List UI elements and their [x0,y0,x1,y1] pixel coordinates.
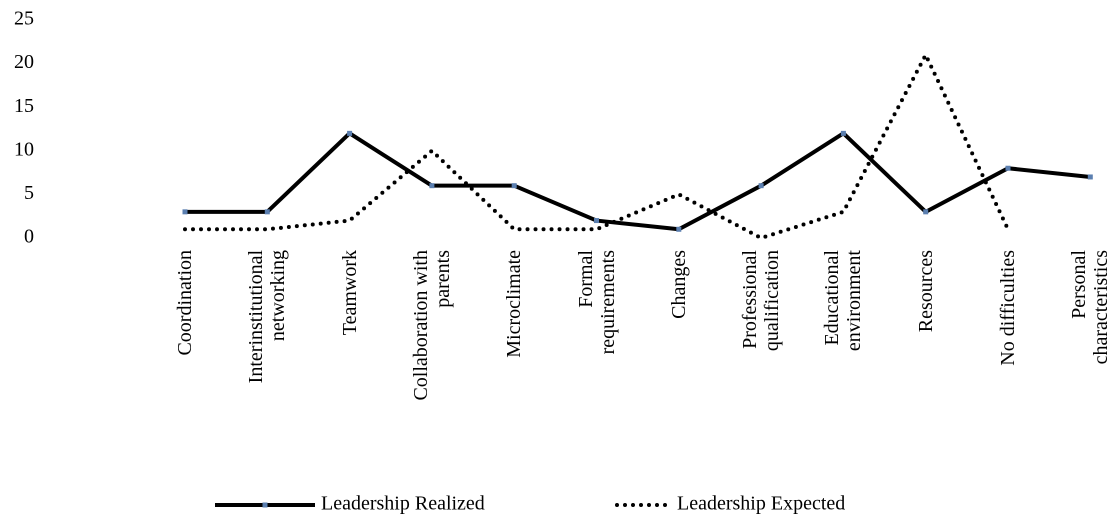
x-tick-label: Collaboration with parents [409,250,454,401]
marker [182,209,188,215]
x-tick-label: Interinstitutional networking [245,250,290,384]
marker [1005,165,1011,171]
x-tick-label: Formal requirements [574,250,619,355]
legend-label: Leadership Expected [677,493,845,515]
x-tick-label: Microclimate [503,250,526,358]
x-tick-label: Resources [914,250,937,333]
legend-marker [262,502,268,508]
marker [594,218,599,224]
x-tick-label: No difficulties [997,250,1019,366]
x-tick-label: Coordination [174,250,196,356]
marker [923,209,929,215]
x-tick-label: Changes [667,250,690,319]
legend-label: Leadership Realized [321,493,485,515]
marker [1087,174,1093,180]
marker [676,226,682,232]
x-tick-label: Personal characteristics [1068,250,1113,365]
series-line [183,52,1010,240]
x-tick-label: Educational environment [821,250,866,352]
marker [429,183,435,189]
marker [758,183,764,189]
y-tick-label: 0 [24,226,34,248]
x-tick-label: Professional qualification [739,250,784,352]
y-tick-label: 5 [24,182,34,204]
marker [347,130,353,136]
y-tick-label: 25 [14,8,34,30]
series-line [185,131,1091,232]
marker [840,130,846,136]
marker [264,209,270,215]
x-tick-label: Teamwork [338,250,361,336]
y-tick-label: 15 [14,95,34,117]
marker [511,183,517,189]
y-tick-label: 10 [14,138,34,160]
y-tick-label: 20 [14,51,34,73]
